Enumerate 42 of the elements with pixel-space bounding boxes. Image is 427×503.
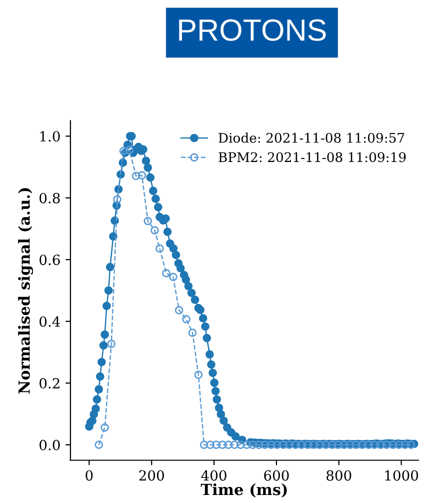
point bbox=[230, 440, 239, 449]
y-tick-label: 0.2 bbox=[40, 378, 60, 389]
point bbox=[242, 440, 251, 449]
y-tick-label: 0.6 bbox=[40, 254, 60, 266]
point bbox=[200, 440, 208, 449]
x-axis-title: Time (ms) bbox=[200, 483, 287, 498]
point bbox=[182, 315, 190, 324]
point bbox=[248, 440, 257, 449]
point bbox=[125, 146, 134, 154]
x-tick-label: 1000 bbox=[385, 470, 418, 481]
point bbox=[94, 440, 104, 449]
point bbox=[138, 171, 146, 180]
point bbox=[212, 440, 220, 449]
point bbox=[206, 440, 214, 449]
legend-label: BPM2: 2021-11-08 11:09:19 bbox=[218, 152, 406, 162]
point bbox=[107, 340, 116, 348]
point bbox=[168, 272, 178, 282]
y-tick-label: 0.8 bbox=[40, 192, 60, 204]
legend-label: Diode: 2021-11-08 11:09:57 bbox=[218, 132, 404, 143]
point bbox=[194, 370, 203, 379]
point bbox=[218, 440, 227, 449]
point bbox=[174, 306, 184, 314]
x-tick-label: 200 bbox=[139, 470, 164, 481]
x-tick-label: 600 bbox=[264, 470, 289, 481]
point bbox=[188, 328, 197, 337]
x-tick-label: 400 bbox=[201, 470, 226, 481]
point bbox=[224, 440, 233, 449]
x-tick-label: 0 bbox=[86, 470, 93, 481]
point bbox=[100, 423, 109, 432]
chart-title: PROTONS bbox=[179, 19, 326, 41]
point bbox=[150, 226, 159, 234]
point bbox=[132, 172, 140, 180]
x-tick-label: 800 bbox=[326, 470, 352, 481]
y-tick-label: 1.0 bbox=[40, 131, 60, 142]
y-tick-label: 0.4 bbox=[40, 316, 60, 327]
point bbox=[162, 269, 170, 278]
y-tick-label: 0.0 bbox=[40, 440, 60, 450]
point bbox=[156, 244, 164, 253]
point bbox=[113, 195, 122, 204]
point bbox=[144, 216, 152, 226]
y-axis-title: Normalised signal (a.u.) bbox=[18, 188, 34, 394]
point bbox=[236, 440, 245, 449]
